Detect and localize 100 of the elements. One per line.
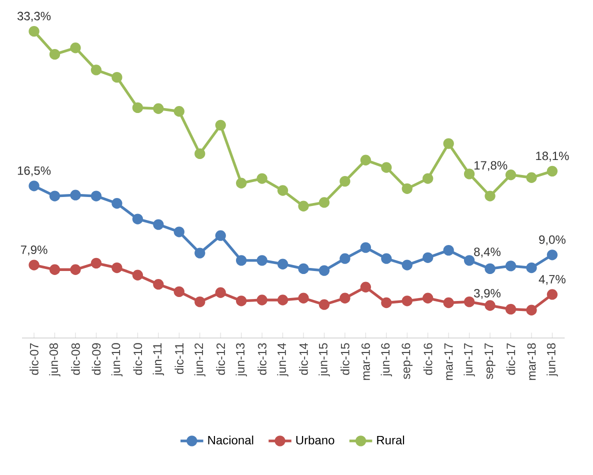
x-tick-label: mar-17 [444,343,453,380]
legend-label: Nacional [208,436,254,444]
point [340,253,350,264]
point [340,292,350,304]
point [505,304,516,315]
point [49,190,60,202]
data-label: 17,8% [474,161,508,171]
data-label: 7,9% [20,246,48,256]
point [256,255,268,266]
point [236,255,247,266]
point [132,214,144,224]
data-label: 3,9% [474,288,501,299]
point [360,242,372,253]
point [70,42,81,54]
point [318,197,330,208]
x-tick-label: jun-11 [152,343,164,376]
point [443,244,454,256]
x-tick-label: jun-12 [194,343,206,376]
point [112,198,122,209]
x-tick-label: dic-07 [30,343,38,375]
point [153,279,164,290]
x-tick-label: mar-16 [361,343,370,380]
x-tick-label: dic-16 [423,343,432,375]
point [402,183,412,194]
data-label: 18,1% [536,152,569,162]
point [443,138,454,149]
point [174,106,184,117]
point [28,180,40,192]
point [70,190,81,200]
point [443,297,454,308]
point [194,248,206,258]
point [112,72,122,83]
point [402,296,412,306]
x-tick-label: dic-11 [174,343,184,374]
x-tick-label: dic-09 [92,343,101,375]
point [318,265,330,276]
point [546,166,558,177]
point [215,120,226,131]
point [298,263,309,274]
point [526,304,537,316]
x-tick-label: dic-08 [71,343,80,375]
point [194,148,206,160]
point [277,258,288,270]
point [381,253,392,264]
point [422,173,434,184]
point [215,230,226,241]
point [174,286,184,298]
x-tick-label: dic-10 [133,343,142,375]
point [236,178,247,188]
point [381,162,392,173]
point [464,168,475,180]
x-tick-label: dic-13 [258,343,266,375]
x-tick-label: jun-10 [111,343,123,376]
data-label: 16,5% [18,166,51,176]
point [546,289,558,300]
point [360,282,372,292]
point [194,296,206,308]
point [484,190,496,202]
point [90,258,102,269]
legend-label: Urbano [296,436,334,444]
point [505,170,516,180]
point [256,173,268,184]
point [298,200,309,212]
x-tick-label: dic-12 [216,343,225,375]
point [277,294,288,306]
point [132,270,144,280]
point [505,260,516,272]
data-label: 8,4% [474,248,501,258]
data-label: 33,3% [17,12,51,22]
data-label: 4,7% [538,275,566,285]
x-tick-label: jun-16 [380,343,392,376]
x-tick-label: sep-16 [402,343,413,380]
x-tick-label: dic-17 [506,343,516,375]
x-tick-label: dic-14 [299,343,308,375]
point [422,252,434,263]
point [340,176,350,187]
point [132,102,144,114]
point [28,260,40,270]
point [318,299,330,310]
x-tick-label: mar-18 [527,343,536,380]
point [298,292,309,304]
point [153,103,164,114]
point [153,219,164,230]
point [215,287,226,298]
point [70,264,81,275]
point [28,26,40,37]
x-tick-label: dic-15 [340,343,350,375]
point [484,263,496,274]
x-tick-label: jun-13 [236,343,247,376]
point [464,255,475,266]
point [90,190,102,202]
point [236,296,247,306]
point [174,226,184,238]
x-tick-label: jun-15 [318,343,330,376]
point [49,264,60,275]
x-tick-label: jun-08 [49,343,60,376]
x-tick-label: jun-18 [546,343,558,376]
point [112,262,122,274]
point [49,48,60,60]
point [277,185,288,196]
